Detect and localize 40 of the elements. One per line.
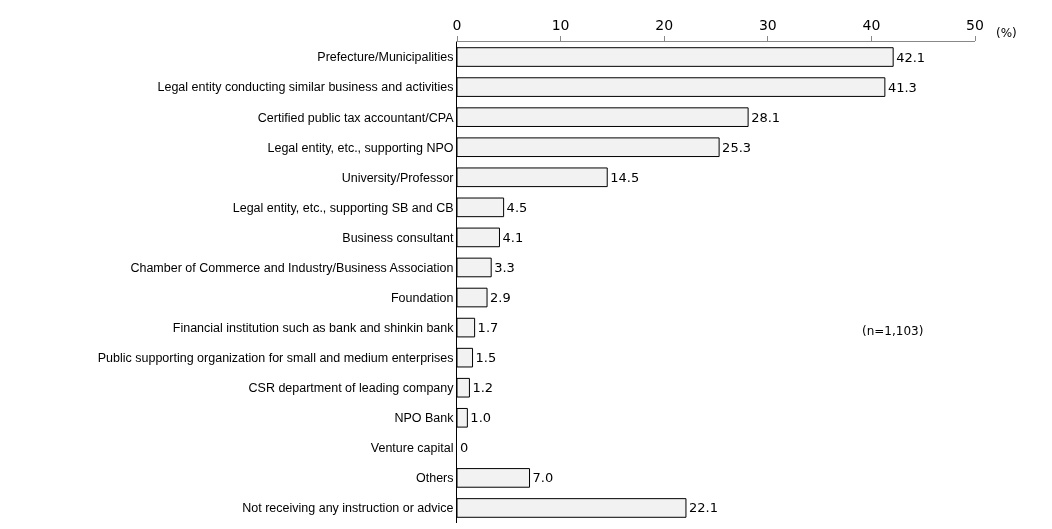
y-tick-label: Legal entity, etc., supporting SB and CB [232, 200, 454, 215]
y-tick-label: Legal entity, etc., supporting NPO [267, 140, 454, 155]
y-tick-label: Legal entity conducting similar business and activities [157, 80, 454, 95]
y-tick-label: Business consultant [342, 230, 455, 245]
data-label: 1.2 [472, 380, 494, 396]
x-tick-label: 50 [966, 17, 984, 34]
data-label: 14.5 [610, 169, 640, 185]
data-label: 4.5 [506, 199, 528, 215]
data-label: 28.1 [751, 109, 781, 125]
data-label: 0 [460, 440, 469, 456]
y-tick-label: Public supporting organization for small and medium enterprises [97, 351, 454, 366]
data-label: 42.1 [896, 49, 926, 65]
y-tick-label: University/Professor [341, 170, 454, 185]
data-label: 25.3 [722, 139, 752, 155]
data-label: 22.1 [688, 500, 718, 516]
y-tick-label: Certified public tax accountant/CPA [257, 110, 455, 125]
data-label: 1.7 [477, 320, 499, 336]
x-tick-label: 40 [862, 17, 881, 34]
x-tick-label: 20 [655, 17, 674, 34]
x-tick-label: 30 [758, 17, 777, 34]
x-tick-label: 10 [551, 17, 570, 34]
y-tick-label: Chamber of Commerce and Industry/Business Association [130, 260, 454, 275]
data-label: 3.3 [494, 259, 515, 275]
data-label: 1.0 [470, 410, 492, 426]
y-tick-label: Foundation [390, 290, 454, 305]
data-label: 7.0 [532, 470, 554, 486]
data-label: 1.5 [475, 350, 497, 366]
x-tick-label: 0 [452, 17, 462, 34]
data-label: 4.1 [502, 229, 524, 245]
y-tick-label: CSR department of leading company [248, 381, 455, 396]
data-label: 41.3 [887, 79, 917, 95]
y-tick-label: Venture capital [370, 441, 454, 456]
data-label: 2.9 [490, 290, 511, 306]
text: (%) [996, 26, 1017, 40]
annotation: (n=1,103) [862, 324, 924, 338]
y-tick-label: Financial institution such as bank and shinkin bank [172, 320, 455, 335]
y-tick-label: Not receiving any instruction or advice [242, 501, 454, 516]
y-tick-label: Prefecture/Municipalities [317, 50, 454, 65]
y-tick-label: NPO Bank [394, 411, 455, 426]
y-tick-label: Others [415, 471, 454, 486]
